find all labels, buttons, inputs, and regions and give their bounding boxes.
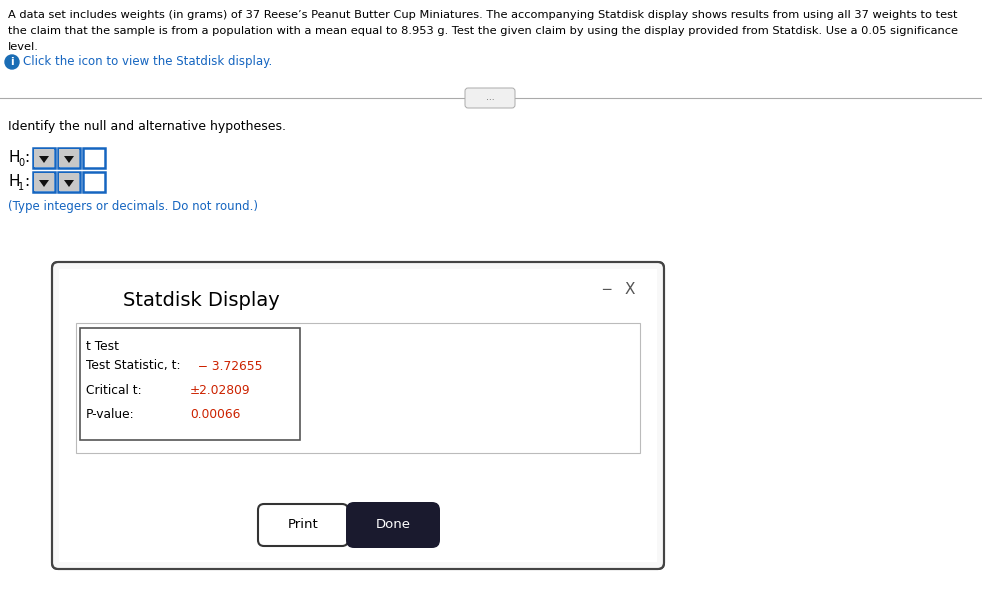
Text: Identify the null and alternative hypotheses.: Identify the null and alternative hypoth…: [8, 120, 286, 133]
Bar: [83, 148, 105, 168]
Text: (Type integers or decimals. Do not round.): (Type integers or decimals. Do not round…: [8, 200, 258, 213]
FancyBboxPatch shape: [52, 262, 664, 569]
Bar: [33, 148, 55, 168]
Text: − 3.72655: − 3.72655: [190, 360, 262, 373]
Text: Statdisk Display: Statdisk Display: [123, 290, 280, 309]
Bar: [59, 149, 79, 167]
Bar: [34, 149, 54, 167]
Text: H: H: [8, 150, 20, 166]
Text: H: H: [8, 174, 20, 190]
FancyBboxPatch shape: [258, 504, 348, 546]
Bar: [58, 172, 80, 192]
Text: Test Statistic, t:: Test Statistic, t:: [86, 360, 181, 373]
Bar: [59, 173, 79, 191]
Polygon shape: [64, 180, 74, 187]
Bar: [80, 328, 300, 440]
Polygon shape: [64, 156, 74, 163]
Text: Critical t:: Critical t:: [86, 384, 141, 397]
Bar: [83, 172, 105, 192]
Text: ...: ...: [486, 93, 494, 103]
Text: the claim that the sample is from a population with a mean equal to 8.953 g. Tes: the claim that the sample is from a popu…: [8, 26, 958, 36]
Text: ±2.02809: ±2.02809: [190, 384, 250, 397]
Text: 0.00066: 0.00066: [190, 408, 241, 421]
FancyBboxPatch shape: [346, 502, 440, 548]
FancyBboxPatch shape: [465, 88, 515, 108]
Bar: [58, 148, 80, 168]
Circle shape: [5, 55, 19, 69]
Bar: [59, 269, 657, 562]
Text: 0: 0: [18, 158, 25, 168]
Text: i: i: [10, 57, 14, 67]
Text: :: :: [24, 174, 29, 190]
Text: Print: Print: [288, 518, 318, 532]
Text: A data set includes weights (in grams) of 37 Reese’s Peanut Butter Cup Miniature: A data set includes weights (in grams) o…: [8, 10, 957, 20]
Text: X: X: [625, 282, 635, 298]
Bar: [33, 172, 55, 192]
Text: level.: level.: [8, 42, 39, 52]
Text: 1: 1: [18, 182, 25, 192]
Bar: [34, 173, 54, 191]
Text: P-value:: P-value:: [86, 408, 135, 421]
Text: ─: ─: [602, 283, 610, 297]
Bar: [76, 323, 640, 453]
Polygon shape: [39, 156, 49, 163]
Text: Click the icon to view the Statdisk display.: Click the icon to view the Statdisk disp…: [23, 55, 272, 69]
Text: t Test: t Test: [86, 340, 119, 352]
Text: Done: Done: [375, 518, 410, 532]
Text: :: :: [24, 150, 29, 166]
Polygon shape: [39, 180, 49, 187]
